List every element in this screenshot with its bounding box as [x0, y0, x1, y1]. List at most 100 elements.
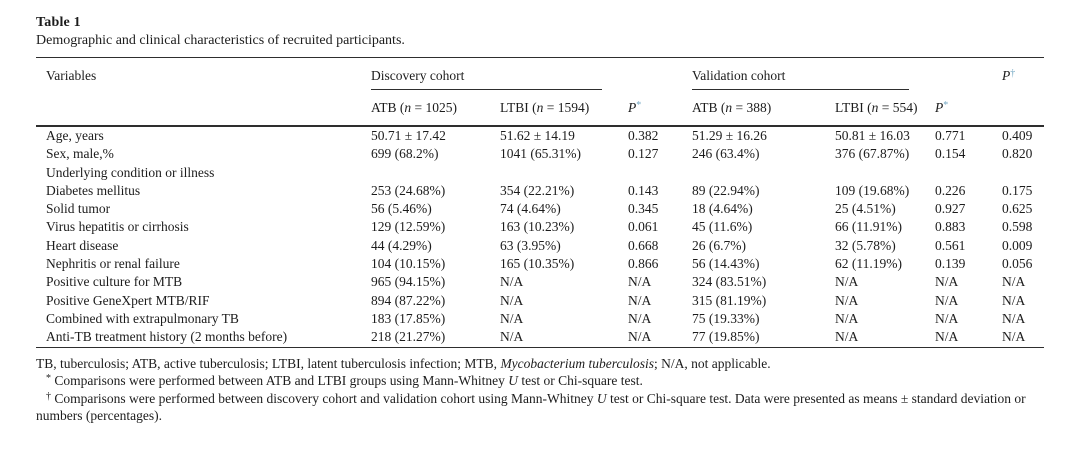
- variables-label: Variables: [46, 68, 97, 83]
- col-header-variables: Variables: [36, 58, 371, 127]
- value-cell: 354 (22.21%): [500, 182, 575, 198]
- footnote-asterisk: * Comparisons were performed between ATB…: [46, 373, 643, 389]
- value-cell: [371, 164, 500, 182]
- group-header-validation: Validation cohort: [692, 67, 910, 90]
- value-cell: 218 (21.27%): [371, 329, 446, 345]
- value-cell: 0.409: [1002, 128, 1033, 143]
- value-cell: 165 (10.35%): [500, 256, 575, 272]
- value-cell: 0.154: [935, 146, 966, 162]
- value-cell: 50.71 ± 17.42: [371, 128, 446, 143]
- value-cell: 324 (83.51%): [692, 274, 767, 290]
- value-cell: 253 (24.68%): [371, 182, 446, 198]
- col-group-discovery: Discovery cohort: [371, 58, 628, 90]
- value-cell: 109 (19.68%): [835, 182, 910, 198]
- p-dagger-label: P: [1002, 68, 1011, 83]
- value-cell: [692, 164, 835, 182]
- col-header-p-validation: P*: [935, 100, 949, 115]
- dagger-marker-icon: †: [46, 390, 51, 402]
- value-cell: N/A: [835, 310, 859, 326]
- value-cell: 44 (4.29%): [371, 237, 432, 253]
- table-row: Diabetes mellitus 253 (24.68%) 354 (22.2…: [36, 182, 1044, 200]
- value-cell: 104 (10.15%): [371, 256, 446, 272]
- value-cell: 56 (5.46%): [371, 201, 432, 217]
- value-cell: 77 (19.85%): [692, 329, 760, 345]
- value-cell: [628, 164, 692, 182]
- table-footnotes: TB, tuberculosis; ATB, active tuberculos…: [36, 355, 1044, 425]
- value-cell: N/A: [500, 310, 524, 326]
- value-cell: 0.820: [1002, 146, 1033, 162]
- variable-cell: Sex, male,%: [46, 146, 114, 162]
- col-group-validation: Validation cohort: [692, 58, 935, 90]
- value-cell: 0.668: [628, 237, 659, 253]
- value-cell: 0.127: [628, 146, 659, 162]
- value-cell: 0.561: [935, 237, 966, 253]
- value-cell: 62 (11.19%): [835, 256, 903, 272]
- value-cell: N/A: [835, 329, 859, 345]
- table-row: Heart disease 44 (4.29%) 63 (3.95%) 0.66…: [36, 237, 1044, 255]
- variable-cell: Age, years: [46, 128, 104, 143]
- value-cell: N/A: [935, 329, 959, 345]
- variable-cell: Positive culture for MTB: [46, 274, 183, 290]
- variable-cell: Positive GeneXpert MTB/RIF: [46, 292, 210, 308]
- value-cell: 0.625: [1002, 201, 1033, 217]
- value-cell: 315 (81.19%): [692, 292, 767, 308]
- value-cell: N/A: [1002, 329, 1026, 345]
- table-row: Virus hepatitis or cirrhosis 129 (12.59%…: [36, 218, 1044, 236]
- variable-cell: Solid tumor: [46, 201, 111, 217]
- value-cell: 63 (3.95%): [500, 237, 561, 253]
- value-cell: 246 (63.4%): [692, 146, 760, 162]
- variable-cell: Underlying condition or illness: [46, 164, 215, 180]
- value-cell: [935, 164, 1002, 182]
- footnote-abbreviations: TB, tuberculosis; ATB, active tuberculos…: [36, 355, 771, 371]
- value-cell: N/A: [500, 292, 524, 308]
- table-label: Table 1: [36, 15, 81, 30]
- value-cell: 163 (10.23%): [500, 219, 575, 235]
- value-cell: N/A: [935, 292, 959, 308]
- asterisk-superscript-icon: *: [636, 100, 642, 111]
- value-cell: 0.061: [628, 219, 659, 235]
- value-cell: 0.883: [935, 219, 966, 235]
- value-cell: 0.598: [1002, 219, 1033, 235]
- value-cell: 0.175: [1002, 182, 1033, 198]
- value-cell: 51.62 ± 14.19: [500, 128, 575, 143]
- value-cell: 26 (6.7%): [692, 237, 747, 253]
- value-cell: 1041 (65.31%): [500, 146, 581, 162]
- footnote-dagger: † Comparisons were performed between dis…: [36, 390, 1026, 424]
- table-row: Sex, male,% 699 (68.2%) 1041 (65.31%) 0.…: [36, 145, 1044, 163]
- value-cell: 0.382: [628, 128, 659, 143]
- value-cell: N/A: [628, 292, 652, 308]
- value-cell: 0.143: [628, 182, 659, 198]
- variable-cell: Diabetes mellitus: [46, 182, 141, 198]
- variable-cell: Combined with extrapulmonary TB: [46, 310, 239, 326]
- header-spacer-1: [628, 58, 692, 91]
- value-cell: N/A: [935, 310, 959, 326]
- value-cell: N/A: [1002, 274, 1026, 290]
- value-cell: 0.927: [935, 201, 966, 217]
- value-cell: 18 (4.64%): [692, 201, 753, 217]
- header-spacer-2: [935, 58, 1002, 91]
- table-header: Variables Discovery cohort Validation co…: [36, 58, 1045, 126]
- value-cell: N/A: [1002, 310, 1026, 326]
- asterisk-superscript-icon: *: [943, 100, 949, 111]
- col-header-ltbi-validation: LTBI (n = 554): [835, 100, 918, 115]
- col-header-atb-validation: ATB (n = 388): [692, 100, 772, 115]
- value-cell: 74 (4.64%): [500, 201, 561, 217]
- header-sub-row: ATB (n = 1025) LTBI (n = 1594) P* ATB (n…: [36, 90, 1044, 126]
- value-cell: 32 (5.78%): [835, 237, 896, 253]
- value-cell: N/A: [628, 329, 652, 345]
- value-cell: 699 (68.2%): [371, 146, 439, 162]
- value-cell: N/A: [628, 274, 652, 290]
- variable-cell: Anti-TB treatment history (2 months befo…: [46, 329, 288, 345]
- value-cell: 0.056: [1002, 256, 1033, 272]
- value-cell: N/A: [628, 310, 652, 326]
- asterisk-marker-icon: *: [46, 373, 51, 385]
- dagger-superscript-icon: †: [1010, 68, 1016, 79]
- value-cell: [500, 164, 628, 182]
- value-cell: 0.009: [1002, 237, 1033, 253]
- col-header-p-discovery: P*: [628, 100, 642, 115]
- table-row: Positive GeneXpert MTB/RIF 894 (87.22%) …: [36, 292, 1044, 310]
- header-group-row: Variables Discovery cohort Validation co…: [36, 58, 1044, 91]
- value-cell: 56 (14.43%): [692, 256, 760, 272]
- value-cell: 0.139: [935, 256, 966, 272]
- value-cell: [1002, 164, 1044, 182]
